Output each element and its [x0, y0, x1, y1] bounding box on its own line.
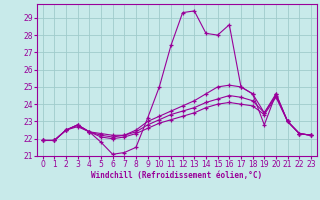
X-axis label: Windchill (Refroidissement éolien,°C): Windchill (Refroidissement éolien,°C) — [91, 171, 262, 180]
